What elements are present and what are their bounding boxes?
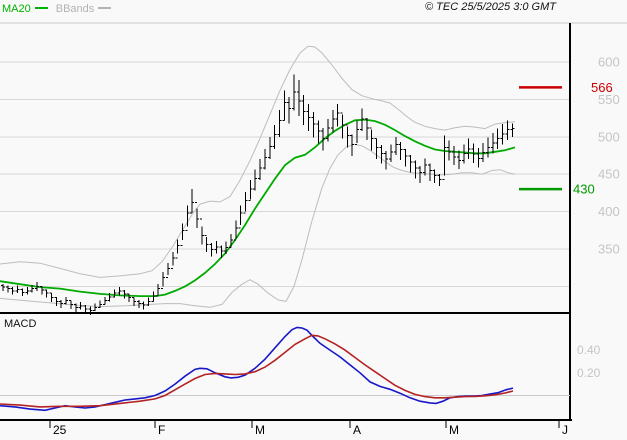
x-axis-tick-label: M [255, 423, 265, 437]
x-axis-tick-label: J [562, 423, 568, 437]
chart-legend: MA20 BBands [2, 2, 119, 16]
price-axis-label: 550 [598, 92, 620, 107]
x-axis-tick-label: M [449, 423, 459, 437]
level-price-label: 566 [591, 80, 613, 95]
ma20-line-swatch-icon [34, 6, 48, 9]
level-price-label: 430 [573, 182, 595, 197]
copyright-text: © TEC 25/5/2025 3:0 GMT [425, 1, 556, 13]
macd-macd-line [0, 326, 514, 412]
legend-ma20-label: MA20 [2, 3, 31, 15]
ma20-line [0, 118, 516, 298]
bbands-line-swatch-icon [98, 6, 112, 9]
bb-upper-line [0, 45, 516, 278]
price-axis-label: 500 [598, 129, 620, 144]
macd-axis-label: 0.40 [577, 343, 601, 357]
macd-panel-label: MACD [4, 318, 37, 330]
macd-signal-line [0, 334, 514, 408]
bb-lower-line [0, 143, 516, 308]
x-axis-tick-label: F [158, 423, 165, 437]
x-axis-tick-label: 25 [53, 423, 67, 437]
x-axis-line [0, 419, 572, 421]
macd-axis-label: 0.20 [577, 366, 601, 380]
right-axis-border [569, 23, 571, 421]
x-axis-tick-label: A [353, 423, 361, 437]
price-axis-label: 600 [598, 55, 620, 70]
legend-bbands-label: BBands [55, 3, 95, 15]
panel-separator-line [0, 312, 571, 314]
price-axis-label: 350 [598, 242, 620, 257]
price-axis-label: 450 [598, 167, 620, 182]
price-axis-label: 400 [598, 204, 620, 219]
